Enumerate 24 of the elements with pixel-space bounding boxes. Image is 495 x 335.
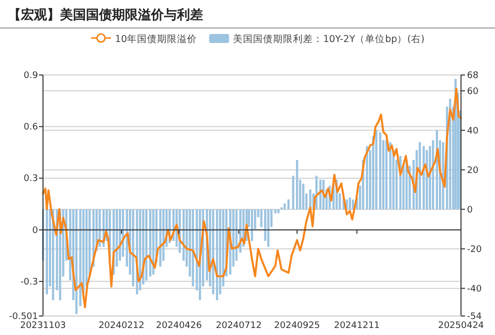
x-tick-label: 20240925 xyxy=(274,321,320,331)
y-tick-label: 0 xyxy=(32,226,38,236)
x-tick-label: 20250424 xyxy=(438,321,484,331)
x-tick-label: 20241211 xyxy=(334,321,380,331)
x-tick-label: 20240212 xyxy=(98,321,144,331)
legend-label: 美国国债期限利差：10Y-2Y（单位bp）(右) xyxy=(233,33,425,45)
legend-label: 10年国债期限溢价 xyxy=(115,33,198,45)
y2-tick-label: -54 xyxy=(467,312,482,322)
y-tick-label: -0.501 xyxy=(8,312,38,322)
y-tick-label: -0.3 xyxy=(20,277,38,288)
y2-tick-label: -40 xyxy=(467,284,482,294)
y-tick-label: 0.6 xyxy=(24,122,38,133)
y2-tick-label: 60 xyxy=(467,86,479,97)
y2-tick-label: 20 xyxy=(467,166,479,176)
title: 【宏观】美国国债期限溢价与利差 xyxy=(8,8,203,23)
x-tick-label: 20240426 xyxy=(156,321,202,331)
y2-tick-label: -20 xyxy=(467,244,482,255)
y2-tick-label: 68 xyxy=(467,71,479,81)
y-tick-label: 0.9 xyxy=(24,71,38,81)
x-tick-label: 20240712 xyxy=(216,321,262,331)
y2-tick-label: 0 xyxy=(467,205,473,216)
x-tick-label: 20231103 xyxy=(20,321,66,331)
y-tick-label: 0.3 xyxy=(24,174,38,184)
y2-tick-label: 40 xyxy=(467,126,479,136)
